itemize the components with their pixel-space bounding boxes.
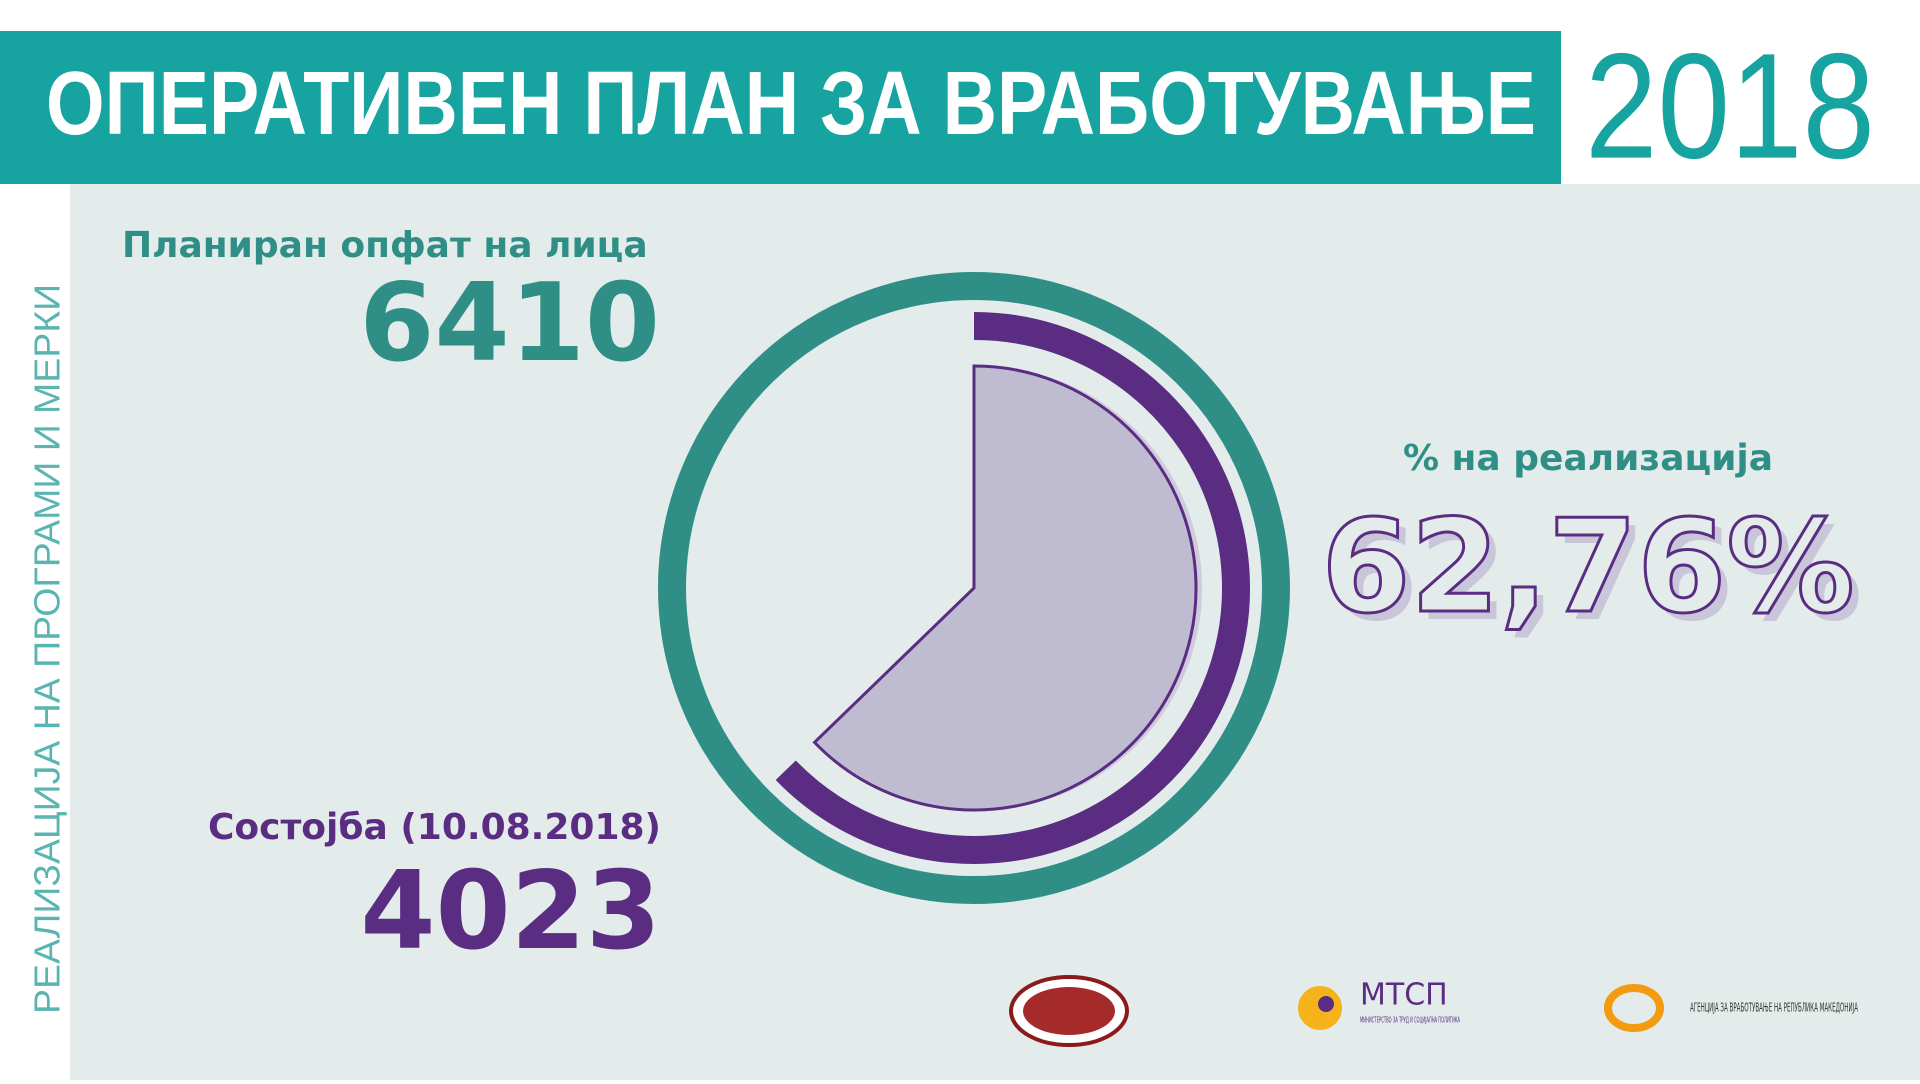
logo-mtsp: МТСП	[1360, 978, 1448, 1013]
logo-agency-icon	[1604, 984, 1664, 1032]
logo-mtsp-sub: МИНИСТЕРСТВО ЗА ТРУД И СОЦИЈАЛНА ПОЛИТИК…	[1360, 1016, 1460, 1025]
header-year: 2018	[1585, 22, 1875, 190]
header-title: ОПЕРАТИВЕН ПЛАН ЗА ВРАБОТУВАЊЕ	[46, 54, 1536, 154]
logo-assembly-inner	[1023, 987, 1115, 1035]
logo-mtsp-dot	[1318, 996, 1334, 1012]
outer-ring	[658, 272, 1290, 904]
planned-label: Планиран опфат на лица	[122, 225, 648, 266]
side-text: РЕАЛИЗАЦИЈА НА ПРОГРАМИ И МЕРКИ	[27, 284, 68, 1014]
header-bar	[0, 31, 1561, 184]
status-value: 4023	[360, 849, 661, 974]
logo-agency: АГЕНЦИЈА ЗА ВРАБОТУВАЊЕ НА РЕПУБЛИКА МАК…	[1690, 1001, 1858, 1015]
rate-label: % на реализација	[1403, 438, 1773, 479]
rate-value: 62,76%	[1321, 493, 1854, 642]
progress-wedge	[812, 364, 1198, 812]
planned-value: 6410	[359, 261, 660, 386]
status-label: Состојба (10.08.2018)	[208, 807, 661, 848]
progress-arc	[775, 312, 1250, 864]
rate-value-shadow: 62,76%	[1329, 501, 1862, 650]
